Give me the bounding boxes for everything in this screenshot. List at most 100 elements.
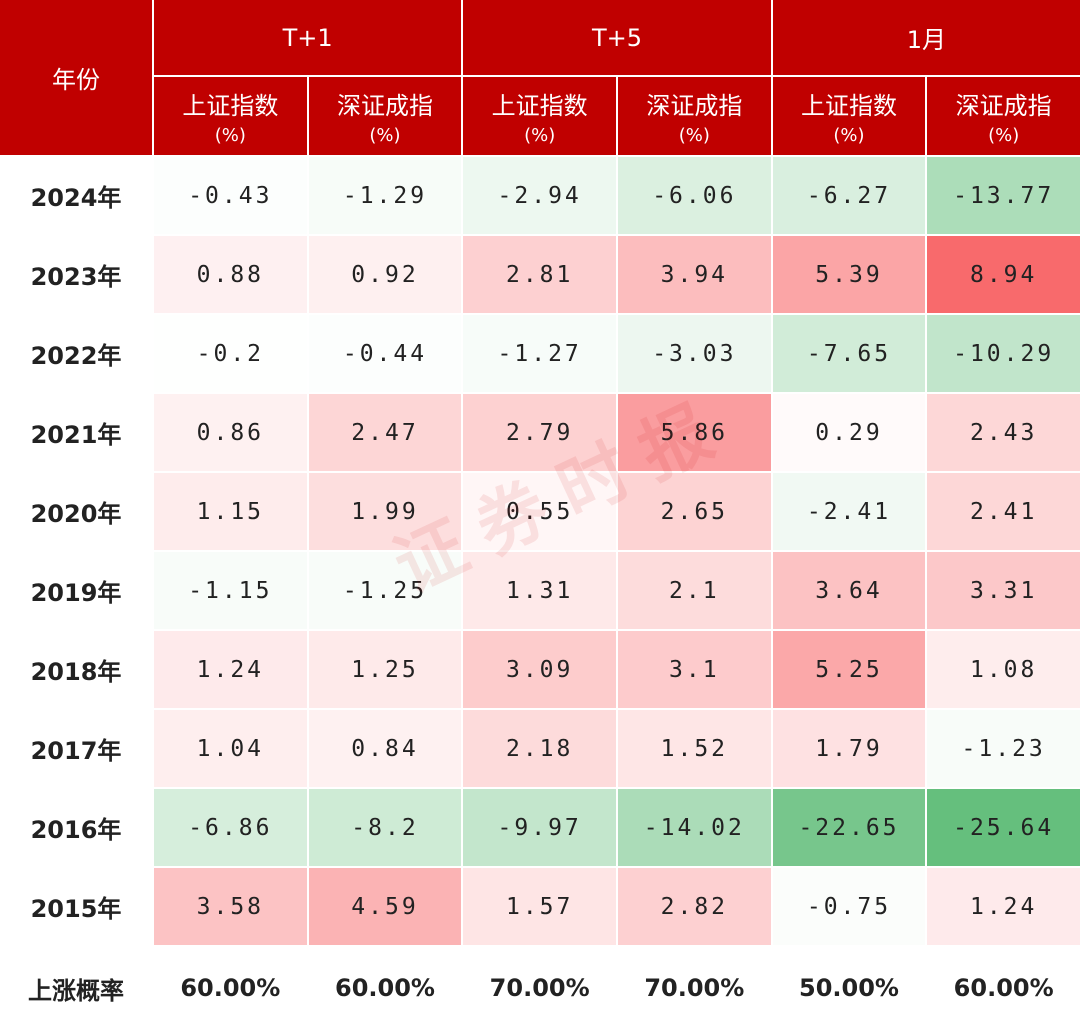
value-cell: 2.1 <box>618 552 771 629</box>
row-year: 2016年 <box>30 816 122 844</box>
value-cell: -6.86 <box>154 789 307 866</box>
value-cell: -22.65 <box>772 789 926 866</box>
header-column: 深证成指 (%) <box>618 77 771 155</box>
value-cell: 1.31 <box>463 552 616 629</box>
value-cell: -1.15 <box>154 552 307 629</box>
value-cell: 2.82 <box>618 868 771 945</box>
footer-value: 70.00% <box>644 974 745 1002</box>
header-column: 上证指数 (%) <box>154 77 307 155</box>
column-unit: (%) <box>214 125 246 146</box>
value-cell: -1.27 <box>463 315 616 392</box>
value-cell: -10.29 <box>927 315 1080 392</box>
value-cell: 1.57 <box>463 868 616 945</box>
column-name: 深证成指 <box>955 92 1052 120</box>
footer-value: 50.00% <box>799 974 899 1002</box>
column-name: 上证指数 <box>800 92 897 120</box>
value-cell: 1.24 <box>154 631 307 708</box>
value-cell: 2.65 <box>618 473 771 550</box>
value-cell: 1.08 <box>927 631 1080 708</box>
value-cell: -6.27 <box>772 157 926 234</box>
column-name: 上证指数 <box>491 92 588 120</box>
value-cell: 5.25 <box>772 631 926 708</box>
value-cell: 2.79 <box>463 394 616 471</box>
value-cell: -0.2 <box>154 315 307 392</box>
column-name: 深证成指 <box>336 92 433 120</box>
value-cell: -0.75 <box>772 868 926 945</box>
value-cell: 1.24 <box>927 868 1080 945</box>
value-cell: 3.64 <box>772 552 926 629</box>
value-cell: -13.77 <box>927 157 1080 234</box>
value-cell: -2.94 <box>463 157 616 234</box>
header-column: 上证指数 (%) <box>463 77 616 155</box>
value-cell: -25.64 <box>927 789 1080 866</box>
header-column: 深证成指 (%) <box>927 77 1080 155</box>
header-group: T+5 <box>463 0 771 75</box>
value-cell: 3.1 <box>618 631 771 708</box>
value-cell: 1.52 <box>618 710 771 787</box>
column-unit: (%) <box>678 125 710 146</box>
value-cell: 1.04 <box>154 710 307 787</box>
value-cell: 8.94 <box>927 236 1080 313</box>
value-cell: 0.29 <box>772 394 926 471</box>
value-cell: 2.47 <box>308 394 462 471</box>
value-cell: -0.44 <box>308 315 462 392</box>
value-cell: 2.81 <box>463 236 616 313</box>
value-cell: 1.25 <box>308 631 462 708</box>
header-group: T+1 <box>154 0 462 75</box>
row-year: 2023年 <box>30 263 122 291</box>
row-year: 2020年 <box>30 500 122 528</box>
value-cell: 1.15 <box>154 473 307 550</box>
row-year: 2022年 <box>30 342 122 370</box>
value-cell: 3.09 <box>463 631 616 708</box>
column-unit: (%) <box>988 125 1020 146</box>
value-cell: 2.18 <box>463 710 616 787</box>
value-cell: 1.99 <box>308 473 462 550</box>
value-cell: 3.58 <box>154 868 307 945</box>
footer-value: 60.00% <box>335 974 435 1002</box>
footer-value: 60.00% <box>180 974 281 1002</box>
value-cell: 0.88 <box>154 236 307 313</box>
header-group: 1月 <box>772 0 1080 75</box>
value-cell: -3.03 <box>618 315 771 392</box>
column-name: 上证指数 <box>182 92 279 120</box>
column-unit: (%) <box>524 125 556 146</box>
header-column: 深证成指 (%) <box>308 77 462 155</box>
value-cell: 0.92 <box>308 236 462 313</box>
value-cell: 1.79 <box>772 710 926 787</box>
column-unit: (%) <box>833 125 865 146</box>
column-name: 深证成指 <box>646 92 743 120</box>
header-year: 年份 <box>0 0 152 155</box>
value-cell: 2.43 <box>927 394 1080 471</box>
footer-value: 70.00% <box>489 974 590 1002</box>
value-cell: -0.43 <box>154 157 307 234</box>
value-cell: 5.86 <box>618 394 771 471</box>
value-cell: -6.06 <box>618 157 771 234</box>
column-unit: (%) <box>369 125 401 146</box>
value-cell: -9.97 <box>463 789 616 866</box>
value-cell: 4.59 <box>308 868 462 945</box>
value-cell: -1.25 <box>308 552 462 629</box>
row-year: 2024年 <box>30 184 122 212</box>
value-cell: -8.2 <box>308 789 462 866</box>
header-column: 上证指数 (%) <box>772 77 926 155</box>
value-cell: -1.29 <box>308 157 462 234</box>
value-cell: 2.41 <box>927 473 1080 550</box>
row-year: 2015年 <box>30 895 122 923</box>
value-cell: 0.55 <box>463 473 616 550</box>
value-cell: 0.86 <box>154 394 307 471</box>
row-year: 2021年 <box>30 421 122 449</box>
value-cell: -1.23 <box>927 710 1080 787</box>
footer-value: 60.00% <box>953 974 1054 1002</box>
value-cell: -14.02 <box>618 789 771 866</box>
value-cell: -7.65 <box>772 315 926 392</box>
value-cell: 3.31 <box>927 552 1080 629</box>
footer-label: 上涨概率 <box>28 976 124 1005</box>
row-year: 2019年 <box>30 579 122 607</box>
value-cell: 3.94 <box>618 236 771 313</box>
row-year: 2017年 <box>30 737 122 765</box>
value-cell: 0.84 <box>308 710 462 787</box>
value-cell: -2.41 <box>772 473 926 550</box>
value-cell: 5.39 <box>772 236 926 313</box>
